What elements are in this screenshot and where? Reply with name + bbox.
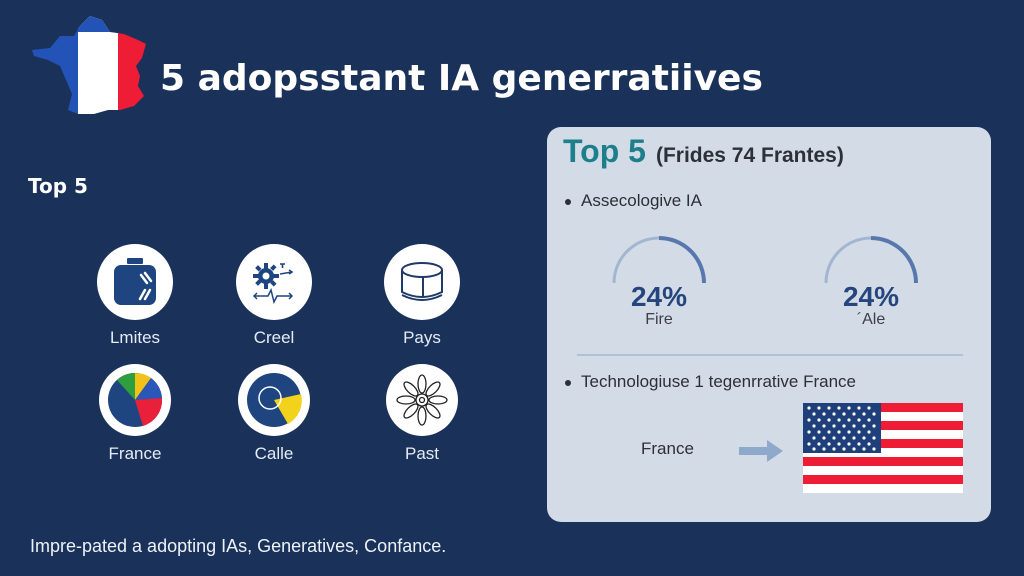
gear-arrows-icon: [236, 244, 312, 320]
category-label: Past: [404, 444, 440, 463]
category-label: Calle: [254, 444, 294, 463]
panel-title: Top 5 (Frides 74 Frantes): [563, 133, 844, 170]
cylinder-icon: [384, 244, 460, 320]
gauge-value: 24%: [842, 281, 900, 312]
category-item-france[interactable]: France: [75, 364, 195, 464]
category-label: France: [108, 444, 162, 463]
panel-divider: [577, 354, 963, 356]
category-item-pays[interactable]: Pays: [362, 244, 482, 348]
donut-chart-icon: [238, 364, 310, 436]
category-item-lmites[interactable]: Lmites: [75, 244, 195, 348]
bullet-text: Assecologive IA: [581, 191, 702, 210]
flower-icon: [386, 364, 458, 436]
france-map-flag-icon: [32, 16, 146, 114]
gauge-label: Fire: [645, 311, 673, 328]
country-label: France: [641, 439, 694, 458]
panel-title-main: Top 5: [563, 133, 646, 169]
bullet-dot: [565, 379, 571, 386]
panel-title-sub: (Frides 74 Frantes): [655, 144, 844, 167]
bullet-dot: [565, 198, 571, 205]
category-label: Lmites: [109, 328, 161, 347]
page-title: 5 adopsstant IA generratiives: [160, 58, 763, 99]
gauge-value: 24%: [630, 281, 688, 312]
bullet-item: Assecologive IA: [565, 191, 702, 211]
category-item-past[interactable]: Past: [362, 364, 482, 464]
gauge-ale: 24% ´Ale: [816, 233, 926, 329]
gauge-arc-icon: [824, 236, 918, 284]
category-label: Pays: [403, 328, 441, 347]
left-subtitle: Top 5: [28, 174, 88, 198]
footer-caption: Impre-pated a adopting IAs, Generatives,…: [30, 536, 447, 556]
bullet-item: Technologiuse 1 tegenrrative France: [565, 372, 856, 392]
category-item-creel[interactable]: Creel: [214, 244, 334, 348]
luggage-icon: [97, 244, 173, 320]
us-flag-icon: [803, 403, 963, 493]
gauge-arc-icon: [612, 236, 706, 284]
category-item-calle[interactable]: Calle: [214, 364, 334, 464]
arrow-right-icon: [739, 440, 783, 462]
category-label: Creel: [253, 328, 295, 347]
gauge-label: ´Ale: [856, 311, 886, 328]
bullet-text: Technologiuse 1 tegenrrative France: [581, 372, 856, 391]
top5-panel: Top 5 (Frides 74 Frantes) Assecologive IA…: [547, 127, 991, 522]
gauge-fire: 24% Fire: [604, 233, 714, 329]
pie-chart-icon: [99, 364, 171, 436]
